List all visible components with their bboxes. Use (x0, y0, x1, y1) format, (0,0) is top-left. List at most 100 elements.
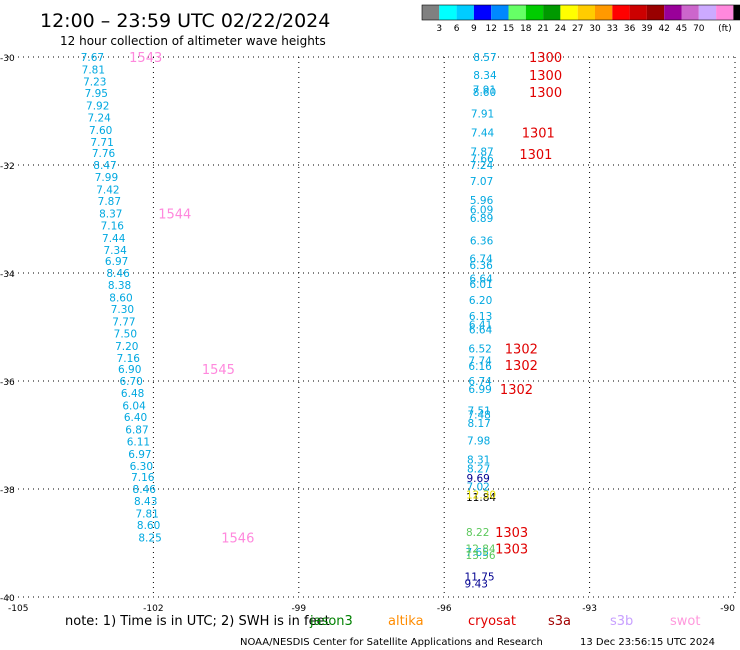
track-number: 1301 (519, 148, 552, 163)
legend-unit: (ft) (718, 24, 732, 34)
wave-height-value: 7.65 (466, 547, 489, 559)
wave-height-value: 7.20 (115, 341, 138, 353)
y-tick-label: -32 (0, 162, 15, 172)
legend-label: 36 (624, 24, 636, 34)
legend-swatch (681, 5, 699, 20)
wave-height-value: 7.95 (85, 88, 108, 100)
wave-height-value: 6.13 (469, 311, 492, 323)
wave-height-value: 6.41 (469, 319, 492, 331)
satellite-name: swot (670, 614, 700, 629)
wave-height-value: 8.46 (133, 484, 157, 496)
legend-frame (421, 4, 740, 21)
wave-height-value: 8.43 (134, 496, 157, 508)
wave-height-value: 8.38 (108, 280, 131, 292)
wave-height-value: 7.24 (470, 160, 494, 172)
track-number: 1303 (495, 542, 528, 557)
wave-height-value: 7.76 (92, 148, 116, 160)
legend-swatch (595, 5, 613, 20)
wave-height-value: 6.74 (468, 376, 492, 388)
legend-swatch (491, 5, 509, 20)
wave-height-value: 6.97 (105, 256, 128, 268)
wave-height-value: 8.37 (99, 209, 122, 221)
track-number: 1300 (529, 51, 562, 66)
wave-height-value: 7.66 (470, 154, 494, 166)
legend-label: 39 (641, 24, 653, 34)
wave-height-value: 7.81 (82, 64, 105, 76)
wave-height-value: 6.64 (469, 325, 493, 337)
wave-height-value: 7.92 (86, 101, 109, 113)
x-tick-label: -105 (8, 604, 28, 614)
wave-height-value: 6.01 (469, 279, 492, 291)
wave-height-value: 7.77 (112, 317, 135, 329)
map-axes: -30 -32 -34 -36 -38 -40-105 -102 -99 -96 -93 -90 (0, 54, 735, 614)
legend-label: 45 (676, 24, 687, 34)
wave-height-value: 7.60 (89, 125, 112, 137)
legend-label: 21 (537, 24, 548, 34)
wave-height-value: 7.91 (473, 84, 496, 96)
legend-label: 70 (693, 24, 705, 34)
legend-label: 27 (572, 24, 583, 34)
wave-height-value: 7.24 (87, 112, 111, 124)
wave-height-value: 8.60 (137, 520, 160, 532)
legend-swatch (664, 5, 682, 20)
wave-height-value: 7.48 (467, 409, 490, 421)
footer-note: note: 1) Time is in UTC; 2) SWH is in fe… (65, 614, 330, 629)
wave-height-value: 6.30 (130, 461, 153, 473)
satellite-name: jason3 (309, 614, 353, 629)
x-tick-label: -90 (720, 604, 735, 614)
track-number: 1302 (505, 343, 538, 358)
wave-height-value: 8.34 (473, 70, 497, 82)
wave-height-value: 8.25 (138, 533, 161, 545)
legend-label: 18 (520, 24, 532, 34)
track-number: 1545 (202, 363, 235, 378)
legend-label: 15 (503, 24, 514, 34)
legend-label: 6 (454, 24, 460, 34)
wave-height-value: 6.64 (469, 273, 493, 285)
y-tick-label: -34 (0, 270, 15, 280)
legend-swatch (698, 5, 717, 20)
wave-height-value: 9.43 (465, 579, 488, 591)
track-number: 1303 (495, 526, 528, 541)
track-number: 1302 (505, 359, 538, 374)
legend-label: 9 (471, 24, 477, 34)
wave-height-value: 7.44 (102, 233, 126, 245)
legend-label: 42 (658, 24, 669, 34)
y-tick-label: -36 (0, 378, 15, 388)
wave-height-value: 6.48 (121, 388, 144, 400)
track-labels: 1543 1544 1545 1546 1300 1300 1300 1301 1301 1302… (129, 51, 562, 557)
legend-label: 33 (607, 24, 618, 34)
wave-height-value: 6.36 (470, 236, 494, 248)
y-tick-label: -30 (0, 54, 15, 64)
wave-height-value: 7.91 (471, 109, 494, 121)
wave-height-value: 7.34 (103, 245, 127, 257)
wave-height-value: 7.07 (470, 176, 493, 188)
y-tick-label: -40 (0, 594, 15, 604)
wave-height-value: 6.87 (125, 425, 148, 437)
map-grid (8, 56, 736, 598)
wave-height-value: 7.50 (114, 328, 137, 340)
wave-height-value: 6.11 (127, 436, 150, 448)
wave-height-value: 8.27 (467, 463, 490, 475)
legend-label: 24 (555, 24, 567, 34)
y-tick-label: -38 (0, 486, 15, 496)
x-tick-label: -99 (291, 604, 306, 614)
legend-label: 3 (436, 24, 442, 34)
wave-height-value: 6.36 (469, 260, 493, 272)
wave-height-value: 6.97 (128, 449, 151, 461)
wave-height-value: 7.16 (131, 472, 155, 484)
wave-height-value: 7.71 (90, 137, 113, 149)
legend-swatch (612, 5, 630, 20)
legend-swatch (629, 5, 647, 20)
wave-height-value: 7.30 (111, 304, 134, 316)
chart-subtitle: 12 hour collection of altimeter wave hei… (60, 34, 326, 48)
wave-height-value: 6.16 (468, 361, 492, 373)
wave-height-value: 6.74 (469, 253, 493, 265)
wave-height-value: 8.57 (473, 52, 496, 64)
wave-height-value: 13.56 (466, 550, 496, 562)
wave-height-value: 11.84 (466, 492, 496, 504)
satellite-legend: jason3 altika cryosat s3a s3b swot (309, 614, 700, 629)
wave-height-value: 6.90 (118, 364, 141, 376)
wave-height-value: 12.30 (466, 489, 496, 501)
